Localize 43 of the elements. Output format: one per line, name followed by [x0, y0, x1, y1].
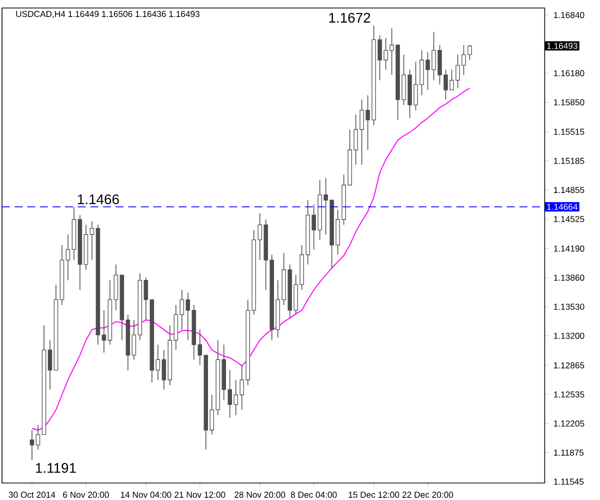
x-tick-label: 22 Dec 20:00 [402, 492, 454, 498]
candlestick [66, 234, 70, 281]
y-tick-label: 1.16840 [554, 12, 584, 18]
candlestick [156, 344, 160, 380]
annotation: 1.1466 [78, 194, 119, 204]
candlestick [132, 320, 136, 360]
candlestick [180, 290, 184, 330]
candlestick [90, 220, 94, 260]
x-tick-label: 21 Nov 12:00 [174, 492, 226, 498]
y-tick-label: 1.12205 [554, 420, 584, 427]
y-tick-label: 1.15185 [554, 158, 584, 164]
y-tick-label: 1.16180 [554, 70, 584, 76]
candlestick [186, 292, 190, 341]
x-tick-label: 15 Dec 12:00 [348, 492, 400, 498]
annotation: 1.1191 [36, 463, 76, 473]
y-tick-label: 1.14855 [554, 186, 584, 194]
annotation: 1.1672 [329, 12, 370, 23]
x-tick-label: 30 Oct 2014 [8, 492, 56, 498]
ref-line-label: 1.14664 [547, 204, 578, 210]
candlestick [36, 424, 40, 450]
y-tick-label: 1.11875 [554, 450, 584, 456]
x-tick-label: 28 Nov 20:00 [234, 492, 286, 498]
y-tick-label: 1.14190 [554, 246, 584, 252]
y-tick-label: 1.15515 [554, 128, 584, 135]
y-tick-label: 1.14525 [554, 216, 584, 222]
candlestick [30, 430, 34, 460]
y-tick-label: 1.13200 [554, 332, 584, 339]
candlestick [144, 277, 148, 320]
candlestick [162, 350, 166, 390]
candlestick [198, 329, 202, 366]
x-tick-label: 8 Dec 04:00 [290, 492, 337, 498]
x-tick-label: 6 Nov 20:00 [63, 492, 109, 498]
y-tick-label: 1.13530 [554, 304, 584, 310]
chart-title: USDCAD,H4 1.16449 1.16506 1.16436 1.16493 [16, 10, 200, 18]
text: 1.16493 [547, 42, 578, 49]
x-tick-label: 14 Nov 04:00 [120, 492, 172, 498]
y-tick-label: 1.12535 [554, 391, 584, 398]
candlestick [48, 340, 52, 390]
y-tick-label: 1.13860 [554, 274, 584, 281]
y-tick-label: 1.15850 [554, 99, 584, 106]
candlestick [102, 310, 106, 353]
y-tick-label: 1.12865 [554, 362, 584, 368]
y-tick-label: 1.11545 [554, 478, 584, 485]
